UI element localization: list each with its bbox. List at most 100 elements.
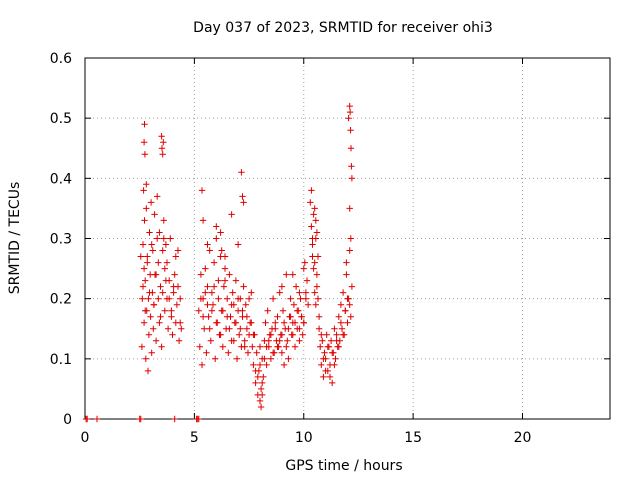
data-point <box>232 319 240 326</box>
data-point <box>217 229 224 236</box>
data-point <box>208 289 216 296</box>
data-point <box>240 283 247 290</box>
data-point <box>155 295 162 302</box>
data-point <box>274 313 281 320</box>
data-point <box>329 379 336 387</box>
chart-title: Day 037 of 2023, SRMTID for receiver ohi… <box>193 20 493 36</box>
data-point <box>285 355 292 362</box>
data-point <box>269 349 277 356</box>
data-point <box>346 205 353 212</box>
data-point <box>147 199 155 206</box>
y-tick-label: 0.5 <box>50 111 72 127</box>
data-point <box>301 259 308 266</box>
data-point <box>195 307 202 314</box>
data-point <box>308 187 315 194</box>
data-point <box>318 361 325 369</box>
data-point <box>256 343 264 350</box>
data-point <box>243 313 251 320</box>
data-point <box>333 337 340 344</box>
data-point <box>294 307 301 314</box>
data-point <box>213 319 220 326</box>
data-point <box>320 373 327 381</box>
data-point <box>342 307 349 314</box>
data-point <box>173 301 181 308</box>
data-point <box>156 229 163 236</box>
data-point <box>177 295 184 302</box>
data-point <box>245 331 253 338</box>
data-point <box>283 343 290 350</box>
data-point <box>300 319 307 326</box>
data-point <box>239 307 246 314</box>
data-point <box>348 283 356 290</box>
y-axis-label: SRMTID / TECUs <box>7 182 23 295</box>
data-point <box>307 199 314 206</box>
data-point <box>228 301 235 308</box>
data-point <box>213 235 220 242</box>
data-point <box>252 379 259 387</box>
data-point <box>159 247 166 254</box>
data-point <box>143 205 150 212</box>
data-point <box>160 217 167 224</box>
data-point <box>345 115 352 122</box>
data-point <box>267 331 275 338</box>
data-point <box>331 361 338 369</box>
data-point <box>287 295 294 302</box>
data-point <box>175 337 183 344</box>
data-point <box>256 361 264 369</box>
data-point <box>202 289 209 296</box>
data-point <box>159 289 166 296</box>
data-point <box>346 102 353 110</box>
data-point <box>310 211 317 218</box>
data-point <box>327 337 335 344</box>
data-point <box>317 343 324 350</box>
data-point <box>140 265 148 272</box>
data-point <box>259 391 266 399</box>
data-point <box>278 283 286 290</box>
data-point <box>329 349 336 356</box>
data-point <box>198 361 206 369</box>
data-points <box>82 102 356 423</box>
data-point <box>253 349 260 356</box>
data-point <box>137 415 144 423</box>
data-point <box>320 355 327 362</box>
data-point <box>215 295 222 302</box>
data-point <box>171 415 178 423</box>
data-point <box>347 127 354 134</box>
data-point <box>144 367 152 375</box>
x-tick-label: 15 <box>404 430 422 446</box>
data-point <box>210 259 218 266</box>
data-point <box>276 337 283 344</box>
data-point <box>177 319 184 326</box>
data-point <box>348 175 356 182</box>
data-point <box>276 289 283 296</box>
x-tick-label: 20 <box>514 430 532 446</box>
data-point <box>146 229 153 236</box>
data-point <box>262 319 269 326</box>
data-point <box>344 295 351 302</box>
data-point <box>142 307 149 314</box>
data-point <box>278 331 286 338</box>
data-point <box>272 325 279 332</box>
data-point <box>158 343 165 350</box>
data-point <box>207 337 214 344</box>
x-tick-label: 10 <box>295 430 313 446</box>
data-point <box>285 325 292 332</box>
data-point <box>241 337 248 344</box>
data-point <box>289 271 296 278</box>
data-point <box>243 325 251 332</box>
data-point <box>162 241 170 248</box>
data-point <box>197 271 205 278</box>
data-point <box>339 331 347 338</box>
data-point <box>163 259 171 266</box>
data-point <box>141 151 149 158</box>
data-point <box>244 349 252 356</box>
data-point <box>323 331 330 338</box>
data-point <box>267 355 275 362</box>
data-point <box>225 349 232 356</box>
data-point <box>302 289 310 296</box>
data-point <box>263 343 270 350</box>
data-point <box>292 283 300 290</box>
data-point <box>261 355 268 362</box>
data-point <box>333 331 340 338</box>
